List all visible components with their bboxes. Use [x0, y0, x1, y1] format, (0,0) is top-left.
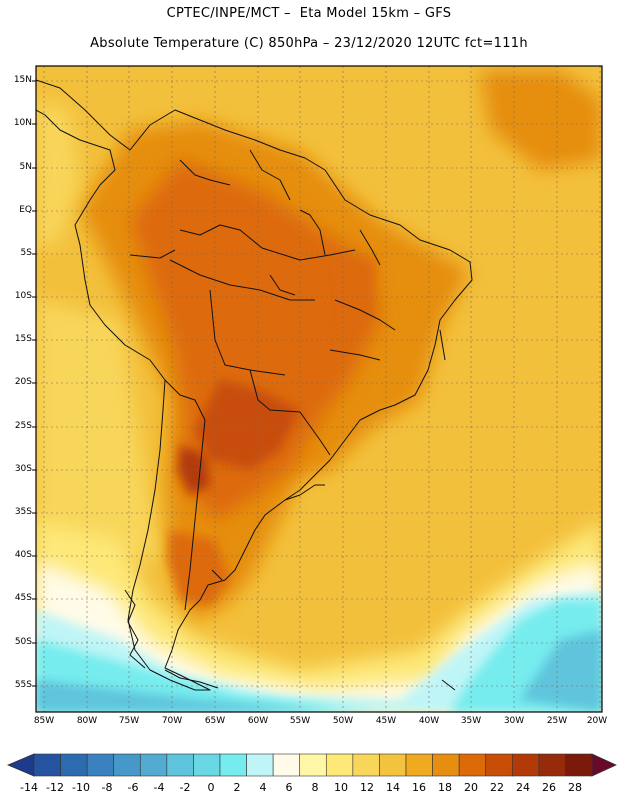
colorbar-label: -14 [20, 781, 38, 794]
lat-tick-label: 50S [14, 637, 32, 647]
colorbar-swatch [565, 753, 593, 777]
colorbar-max-arrow [591, 753, 617, 777]
colorbar-swatch [272, 753, 301, 777]
lon-tick-label: 35W [460, 716, 482, 726]
lon-tick-label: 85W [33, 716, 55, 726]
lat-tick-label: 30S [14, 464, 32, 474]
lat-tick-label: 10S [14, 291, 32, 301]
lon-tick-label: 70W [161, 716, 183, 726]
lon-tick-label: 65W [204, 716, 226, 726]
colorbar-swatch [325, 753, 354, 777]
lon-tick-label: 45W [375, 716, 397, 726]
colorbar-label: 24 [516, 781, 530, 794]
colorbar-label: 14 [386, 781, 400, 794]
colorbar-label: -4 [153, 781, 165, 794]
lon-tick-label: 80W [76, 716, 98, 726]
graticule [36, 66, 602, 712]
colorbar-min-arrow [6, 753, 35, 777]
colorbar-swatch [60, 753, 88, 777]
lon-tick-label: 30W [503, 716, 525, 726]
lat-tick-label: 40S [14, 550, 32, 560]
chart-title-model: CPTEC/INPE/MCT – Eta Model 15km – GFS [166, 6, 452, 21]
lat-tick-label: 10N [13, 118, 32, 128]
colorbar-swatch [405, 753, 433, 777]
colorbar-label: 8 [311, 781, 319, 794]
colorbar-label: 26 [542, 781, 556, 794]
colorbar-swatch [246, 753, 274, 777]
colorbar-swatch [193, 753, 221, 777]
lon-tick-label: 25W [546, 716, 568, 726]
colorbar-swatch [139, 753, 168, 777]
colorbar-label: 4 [259, 781, 267, 794]
colorbar-swatch [538, 753, 566, 777]
colorbar [6, 753, 617, 777]
colorbar-swatch [352, 753, 380, 777]
temperature-map [32, 65, 603, 713]
lat-tick-label: 15N [13, 75, 32, 85]
temperature-field [36, 66, 602, 712]
lat-tick-label: 35S [14, 507, 32, 517]
colorbar-swatch [485, 753, 513, 777]
lon-tick-label: 55W [289, 716, 311, 726]
lat-tick-label: 45S [14, 593, 32, 603]
lat-tick-label: 20S [14, 377, 32, 387]
colorbar-label: -2 [179, 781, 191, 794]
colorbar-swatch [33, 753, 61, 777]
colorbar-label: 2 [233, 781, 241, 794]
axis-ticks [32, 80, 36, 687]
colorbar-swatch [86, 753, 115, 777]
lat-tick-label: 55S [14, 680, 32, 690]
colorbar-label: 16 [412, 781, 426, 794]
colorbar-label: 22 [490, 781, 504, 794]
colorbar-label: -10 [72, 781, 90, 794]
colorbar-swatch [458, 753, 487, 777]
lon-tick-label: 20W [586, 716, 608, 726]
colorbar-label: -8 [101, 781, 113, 794]
colorbar-label: 0 [207, 781, 215, 794]
colorbar-swatch [511, 753, 540, 777]
colorbar-swatch [219, 753, 247, 777]
lat-tick-label: 15S [14, 334, 32, 344]
colorbar-swatch [432, 753, 460, 777]
lat-tick-label: EQ [19, 205, 32, 215]
colorbar-label: 10 [334, 781, 348, 794]
colorbar-swatch [379, 753, 407, 777]
map-frame [35, 65, 603, 713]
lon-tick-label: 60W [247, 716, 269, 726]
lat-tick-label: 5S [20, 248, 32, 258]
lat-tick-label: 25S [14, 421, 32, 431]
south-america-coastline-icon [36, 79, 473, 691]
colorbar-swatch [166, 753, 194, 777]
colorbar-swatch [113, 753, 141, 777]
colorbar-label: 28 [568, 781, 582, 794]
colorbar-label: 18 [438, 781, 452, 794]
lon-tick-label: 40W [418, 716, 440, 726]
chart-title-field: Absolute Temperature (C) 850hPa – 23/12/… [90, 36, 528, 51]
colorbar-swatch [299, 753, 327, 777]
lon-tick-label: 50W [332, 716, 354, 726]
colorbar-label: 20 [464, 781, 478, 794]
colorbar-label: 6 [285, 781, 293, 794]
colorbar-label: 12 [360, 781, 374, 794]
colorbar-label: -12 [46, 781, 64, 794]
lat-tick-label: 5N [19, 162, 32, 172]
colorbar-label: -6 [127, 781, 139, 794]
lon-tick-label: 75W [118, 716, 140, 726]
